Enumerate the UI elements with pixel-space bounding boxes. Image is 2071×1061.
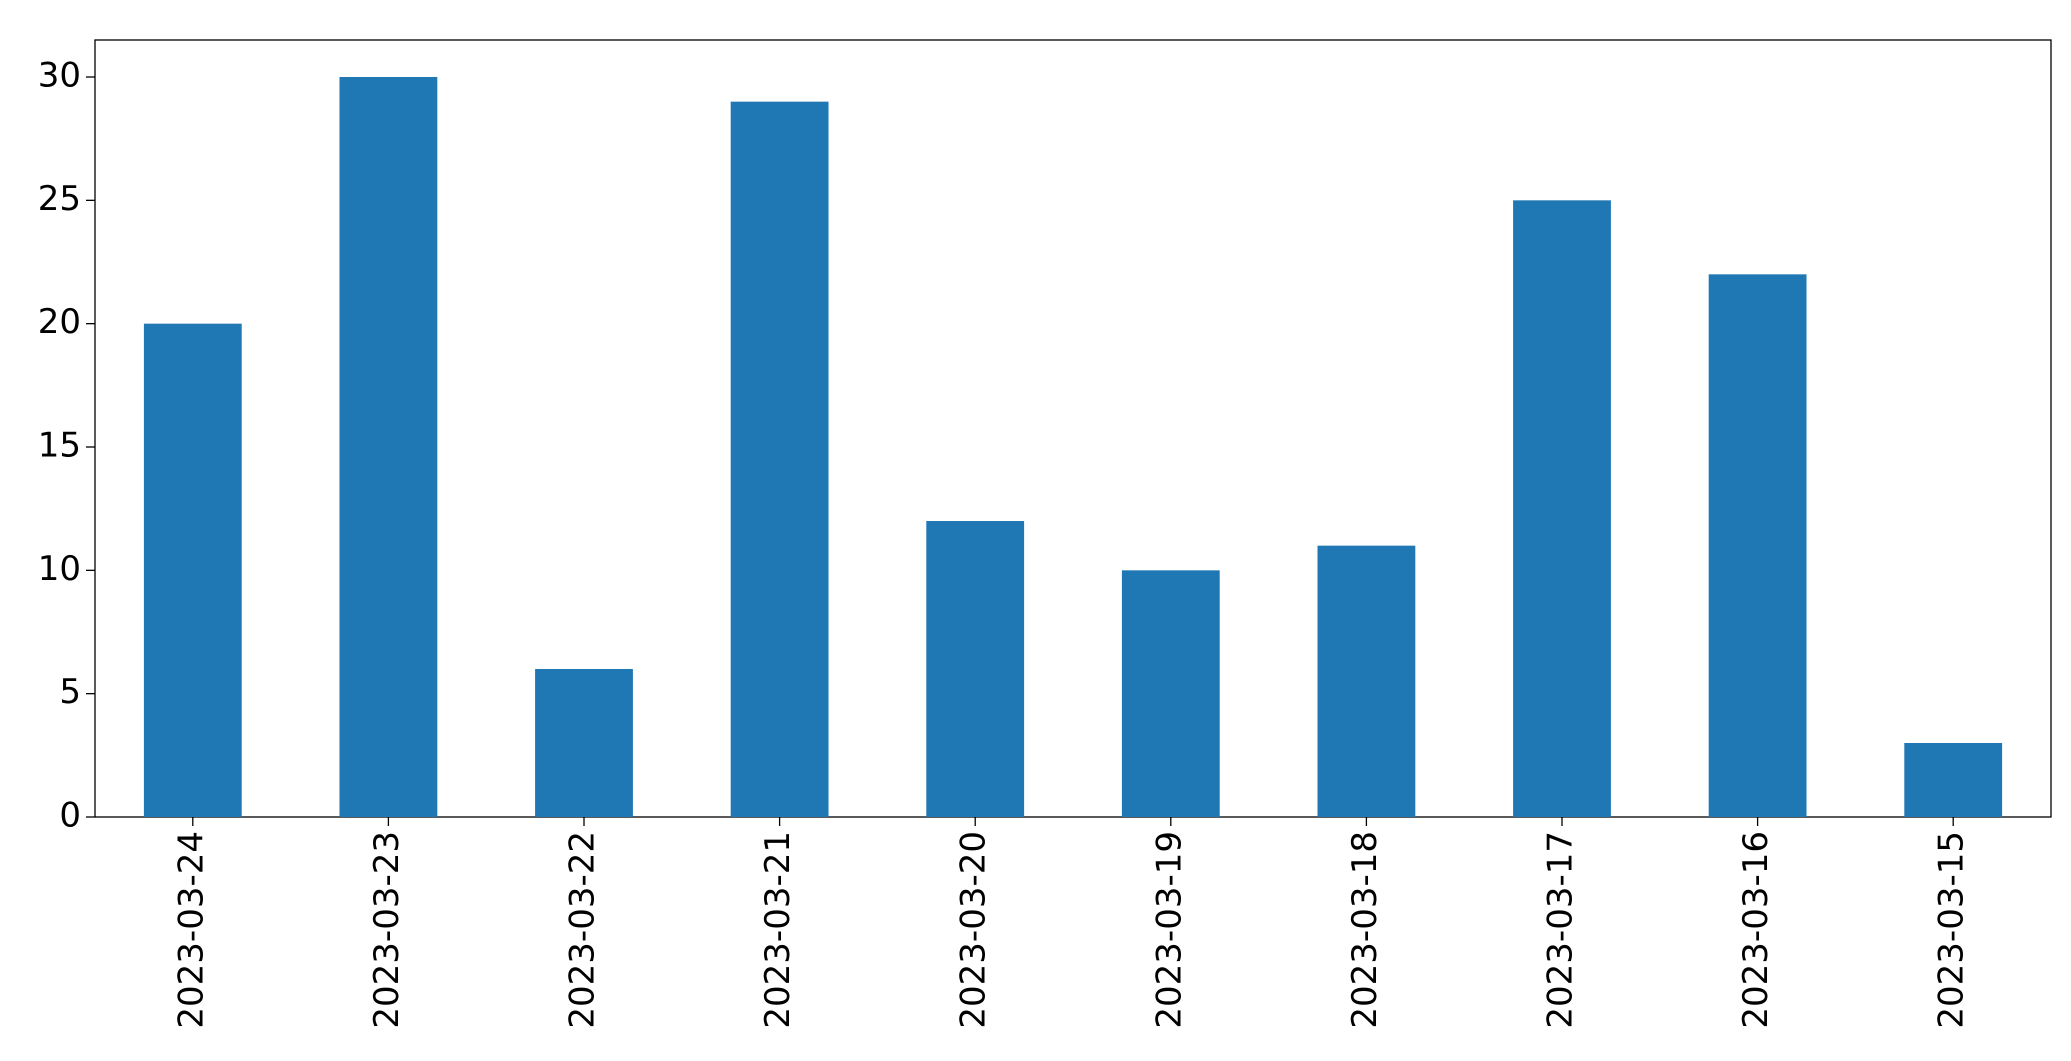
bar	[535, 669, 633, 817]
bar	[1513, 200, 1611, 818]
x-tick-label: 2023-03-23	[367, 831, 407, 1029]
y-tick-label: 15	[38, 426, 81, 466]
x-tick-label: 2023-03-19	[1149, 831, 1189, 1029]
y-tick-label: 20	[38, 302, 81, 342]
bar	[1904, 743, 2003, 817]
x-tick-label: 2023-03-22	[563, 831, 603, 1029]
x-tick-label: 2023-03-24	[171, 831, 211, 1029]
x-tick-label: 2023-03-18	[1345, 831, 1385, 1029]
x-tick-label: 2023-03-16	[1736, 831, 1776, 1029]
plot-frame	[94, 39, 2052, 818]
bar	[730, 101, 829, 817]
x-tick-label: 2023-03-15	[1932, 831, 1972, 1029]
x-tick-label: 2023-03-17	[1541, 831, 1581, 1029]
bar	[1121, 570, 1220, 817]
y-tick-label: 5	[59, 672, 81, 712]
bar	[926, 521, 1025, 817]
bar	[339, 77, 438, 817]
y-tick-label: 0	[59, 796, 81, 836]
bar	[1708, 274, 1807, 817]
y-tick-label: 25	[38, 179, 81, 219]
x-tick-label: 2023-03-21	[758, 831, 798, 1029]
y-tick-label: 10	[38, 549, 81, 589]
x-tick-label: 2023-03-20	[954, 831, 994, 1029]
bar	[143, 323, 242, 817]
y-tick-label: 30	[38, 56, 81, 96]
bar	[1317, 545, 1416, 817]
